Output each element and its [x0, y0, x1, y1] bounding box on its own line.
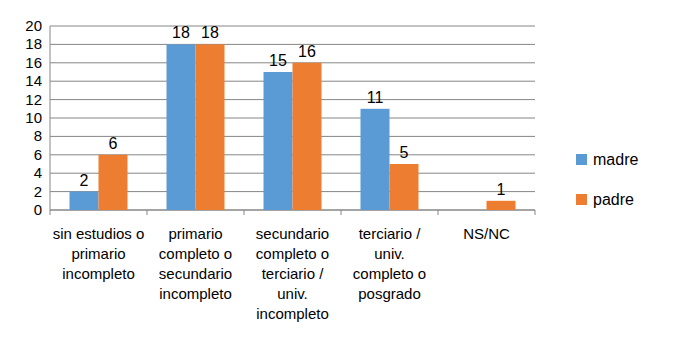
y-tick-label: 10	[25, 109, 42, 126]
data-label: 6	[109, 135, 118, 152]
x-tick	[438, 210, 439, 215]
y-tick-label: 18	[25, 35, 42, 52]
y-tick-label: 6	[34, 146, 42, 163]
data-label: 15	[269, 52, 287, 69]
x-tick-label: sin estudios o primario incompleto	[53, 225, 145, 282]
bars	[70, 44, 516, 210]
data-label: 11	[367, 89, 384, 106]
x-tick-label: secundario completo o terciario / univ. inco…	[256, 225, 329, 322]
bar	[167, 44, 196, 210]
bar	[293, 63, 322, 210]
y-tick-label: 20	[25, 17, 42, 34]
x-tick-label-line: incompleto	[159, 285, 232, 302]
x-tick	[535, 210, 536, 215]
y-tick-label: 12	[25, 91, 42, 108]
y-tick-label: 16	[25, 54, 42, 71]
grid-line	[50, 26, 535, 27]
x-tick	[147, 210, 148, 215]
y-tick-label: 0	[34, 201, 42, 218]
x-tick-label-line: secundario	[159, 265, 232, 282]
x-tick-label-line: terciario /	[262, 265, 325, 282]
y-tick-label: 4	[34, 164, 42, 181]
x-tick-label-line: primario	[71, 245, 125, 262]
x-tick-label-line: sin estudios o	[53, 225, 145, 242]
x-tick-label-line: completo o	[256, 245, 329, 262]
x-tick-label-line: terciario /	[359, 225, 422, 242]
y-axis-line	[50, 26, 51, 210]
legend-label: padre	[593, 191, 634, 208]
x-tick-label-line: incompleto	[62, 265, 135, 282]
x-tick	[50, 210, 51, 215]
data-label: 18	[172, 24, 190, 41]
y-tick-label: 2	[34, 183, 42, 200]
bar	[196, 44, 225, 210]
data-labels: 2 18 15 11 6 18 16 5 1	[80, 24, 506, 197]
grid-line	[50, 44, 535, 45]
bar	[99, 155, 128, 210]
x-tick-label-line: completo o	[159, 245, 232, 262]
x-tick	[244, 210, 245, 215]
x-tick-label-line: NS/NC	[463, 225, 510, 242]
data-label: 5	[400, 144, 409, 161]
chart: 0246810121416182021815116181651sin estud…	[0, 0, 675, 364]
bar	[70, 192, 99, 210]
x-tick-label-line: primario	[168, 225, 222, 242]
legend-swatch	[576, 194, 587, 205]
y-tick-label: 8	[34, 127, 42, 144]
x-tick-label-line: secundario	[256, 225, 329, 242]
legend-label: madre	[593, 151, 638, 168]
data-label: 18	[201, 24, 219, 41]
x-tick-label: primario completo o secundario incompleto	[159, 225, 232, 302]
bar	[390, 164, 419, 210]
bar	[264, 72, 293, 210]
x-tick-label: terciario / univ. completo o posgrado	[353, 225, 426, 302]
x-tick-label-line: posgrado	[358, 285, 421, 302]
x-tick-label-line: univ.	[374, 245, 405, 262]
data-label: 16	[298, 43, 316, 60]
data-label: 2	[80, 172, 89, 189]
x-tick-label: NS/NC	[463, 225, 510, 242]
bar	[361, 109, 390, 210]
data-label: 1	[497, 181, 506, 198]
x-tick-label-line: completo o	[353, 265, 426, 282]
legend: madre padre	[576, 151, 638, 208]
x-tick	[341, 210, 342, 215]
y-tick-label: 14	[25, 72, 42, 89]
x-tick-label-line: univ.	[277, 285, 308, 302]
legend-swatch	[576, 154, 587, 165]
x-tick-label-line: incompleto	[256, 305, 329, 322]
bar	[487, 201, 516, 210]
